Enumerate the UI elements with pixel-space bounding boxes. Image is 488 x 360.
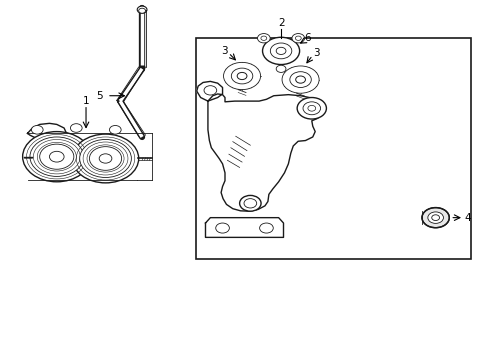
Circle shape (237, 72, 246, 80)
Polygon shape (207, 94, 322, 211)
Circle shape (31, 126, 43, 134)
Circle shape (276, 65, 285, 72)
Circle shape (80, 139, 131, 177)
Circle shape (137, 6, 147, 13)
Circle shape (291, 33, 304, 43)
Circle shape (427, 212, 443, 224)
Text: 1: 1 (82, 96, 89, 106)
Circle shape (421, 208, 448, 228)
Circle shape (282, 66, 319, 93)
Circle shape (244, 199, 256, 208)
Circle shape (262, 37, 299, 64)
Circle shape (276, 47, 285, 54)
Text: 3: 3 (220, 46, 227, 56)
Circle shape (259, 223, 273, 233)
Circle shape (99, 154, 112, 163)
Circle shape (72, 134, 139, 183)
Circle shape (22, 132, 91, 182)
Text: 3: 3 (313, 48, 319, 58)
Circle shape (49, 151, 64, 162)
Circle shape (40, 144, 74, 169)
Circle shape (239, 195, 261, 211)
Circle shape (257, 33, 269, 43)
Circle shape (270, 43, 291, 59)
Circle shape (231, 68, 252, 84)
Polygon shape (196, 81, 222, 101)
Circle shape (431, 215, 439, 221)
Circle shape (307, 105, 315, 111)
Circle shape (289, 72, 311, 87)
Circle shape (203, 86, 216, 95)
Text: 2: 2 (277, 18, 284, 28)
Circle shape (297, 98, 326, 119)
Circle shape (261, 36, 266, 40)
Bar (195, 39, 470, 259)
Text: 5: 5 (96, 91, 103, 101)
Polygon shape (205, 218, 283, 237)
Circle shape (295, 76, 305, 83)
Circle shape (89, 147, 122, 170)
Circle shape (139, 8, 145, 13)
Text: 6: 6 (304, 33, 310, 43)
Circle shape (215, 223, 229, 233)
Circle shape (70, 124, 82, 132)
Circle shape (109, 126, 121, 134)
Circle shape (303, 102, 320, 115)
Circle shape (295, 36, 301, 40)
Circle shape (223, 62, 260, 90)
Circle shape (30, 137, 83, 176)
Text: 4: 4 (464, 213, 470, 222)
